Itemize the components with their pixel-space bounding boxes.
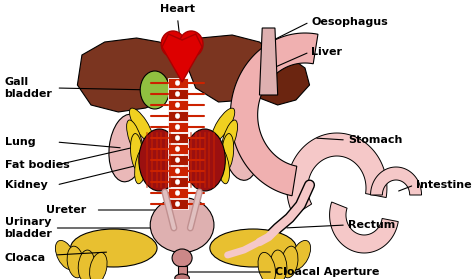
Bar: [167, 177, 188, 187]
Ellipse shape: [221, 134, 234, 170]
Bar: [167, 144, 188, 154]
Ellipse shape: [175, 114, 180, 119]
Text: Heart: Heart: [160, 4, 195, 14]
Text: Lung: Lung: [5, 137, 35, 147]
Text: Cloaca: Cloaca: [5, 253, 46, 263]
Polygon shape: [77, 38, 187, 112]
Text: Rectum: Rectum: [348, 220, 395, 230]
Ellipse shape: [139, 129, 180, 191]
Text: Oesophagus: Oesophagus: [311, 17, 388, 27]
Bar: [167, 188, 188, 198]
Polygon shape: [253, 55, 310, 105]
Bar: [167, 155, 188, 165]
Text: Kidney: Kidney: [5, 180, 47, 190]
Text: Urinary
bladder: Urinary bladder: [5, 217, 53, 239]
Ellipse shape: [150, 198, 214, 252]
Ellipse shape: [258, 252, 275, 279]
Bar: [167, 199, 188, 209]
Ellipse shape: [130, 134, 143, 170]
Ellipse shape: [55, 240, 76, 270]
Polygon shape: [287, 133, 387, 215]
Ellipse shape: [71, 229, 157, 267]
Bar: [167, 133, 188, 143]
Ellipse shape: [175, 274, 190, 279]
Ellipse shape: [161, 31, 185, 57]
Polygon shape: [230, 33, 318, 196]
Ellipse shape: [290, 240, 310, 270]
Ellipse shape: [135, 148, 147, 184]
Ellipse shape: [78, 250, 95, 279]
Bar: [167, 100, 188, 110]
Ellipse shape: [270, 250, 287, 279]
Ellipse shape: [175, 102, 180, 107]
Ellipse shape: [175, 179, 180, 184]
Polygon shape: [178, 35, 282, 102]
Bar: [167, 122, 188, 132]
Ellipse shape: [281, 246, 298, 278]
Bar: [167, 166, 188, 176]
Ellipse shape: [175, 201, 180, 206]
Polygon shape: [329, 202, 398, 253]
Ellipse shape: [217, 148, 229, 184]
Ellipse shape: [175, 124, 180, 129]
Ellipse shape: [67, 246, 84, 278]
Text: Cloacal Aperture: Cloacal Aperture: [275, 267, 379, 277]
Text: Intestine: Intestine: [416, 180, 472, 190]
Ellipse shape: [90, 252, 107, 279]
Ellipse shape: [172, 249, 192, 267]
Bar: [167, 89, 188, 99]
Text: Liver: Liver: [311, 47, 342, 57]
Ellipse shape: [210, 229, 296, 267]
Ellipse shape: [175, 158, 180, 162]
Ellipse shape: [175, 146, 180, 151]
Ellipse shape: [221, 120, 237, 156]
Polygon shape: [178, 266, 187, 278]
Text: Stomach: Stomach: [348, 135, 402, 145]
Ellipse shape: [129, 108, 153, 142]
Ellipse shape: [127, 120, 143, 156]
Ellipse shape: [184, 129, 225, 191]
Ellipse shape: [175, 92, 180, 97]
Ellipse shape: [175, 81, 180, 85]
Bar: [167, 111, 188, 121]
Ellipse shape: [175, 136, 180, 141]
Text: Gall
bladder: Gall bladder: [5, 77, 53, 99]
Ellipse shape: [109, 114, 146, 182]
Ellipse shape: [140, 71, 169, 109]
Text: Ureter: Ureter: [46, 205, 86, 215]
Ellipse shape: [175, 169, 180, 174]
Bar: [167, 78, 188, 88]
Ellipse shape: [224, 116, 259, 180]
Ellipse shape: [179, 31, 203, 57]
Text: Fat bodies: Fat bodies: [5, 160, 69, 170]
Polygon shape: [162, 34, 202, 82]
Ellipse shape: [175, 191, 180, 196]
Polygon shape: [259, 28, 278, 95]
Polygon shape: [371, 167, 421, 195]
Ellipse shape: [211, 108, 235, 142]
